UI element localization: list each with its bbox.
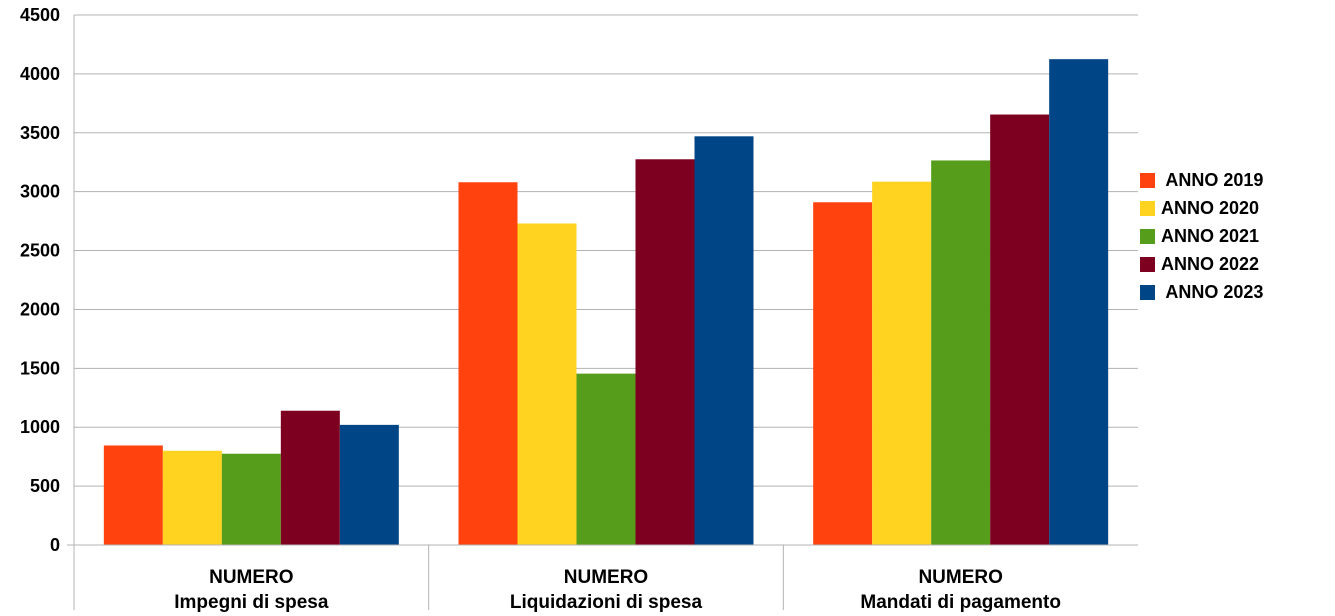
axes <box>67 15 1138 610</box>
x-category-label: NUMERO <box>209 567 293 588</box>
bars <box>103 59 1109 546</box>
bar <box>813 202 873 545</box>
x-category-label: Impegni di spesa <box>174 592 329 613</box>
legend-label: ANNO 2020 <box>1161 197 1260 218</box>
bar <box>931 160 991 545</box>
x-category-label: Liquidazioni di spesa <box>510 592 703 613</box>
legend-label: ANNO 2023 <box>1161 281 1264 302</box>
y-tick-label: 500 <box>30 476 60 496</box>
y-tick-label: 3000 <box>20 182 60 202</box>
bar <box>458 182 518 545</box>
bar <box>872 181 932 545</box>
legend-swatch <box>1140 284 1155 300</box>
legend: ANNO 2019 ANNO 2020 ANNO 2021 ANNO 2022 ANN… <box>1140 166 1263 306</box>
y-tick-label: 0 <box>50 535 60 555</box>
x-category-label: Mandati di pagamento <box>860 592 1061 613</box>
bar <box>517 223 577 545</box>
y-tick-label: 4000 <box>20 64 60 84</box>
bar <box>339 424 399 545</box>
legend-swatch <box>1140 172 1155 188</box>
legend-item: ANNO 2020 <box>1140 194 1263 222</box>
x-category-label: NUMERO <box>918 567 1002 588</box>
legend-label: ANNO 2019 <box>1161 169 1264 190</box>
legend-item: ANNO 2019 <box>1140 166 1263 194</box>
legend-swatch <box>1140 200 1155 216</box>
y-tick-label: 3500 <box>20 123 60 143</box>
bar <box>221 453 281 545</box>
legend-swatch <box>1140 228 1155 244</box>
bar <box>1049 59 1109 546</box>
bar <box>103 445 163 545</box>
y-tick-label: 1500 <box>20 358 60 378</box>
y-tick-label: 4500 <box>20 5 60 25</box>
legend-item: ANNO 2023 <box>1140 278 1263 306</box>
legend-item: ANNO 2021 <box>1140 222 1263 250</box>
x-category-label: NUMERO <box>564 567 648 588</box>
legend-item: ANNO 2022 <box>1140 250 1263 278</box>
bar <box>162 450 222 545</box>
legend-swatch <box>1140 256 1155 272</box>
bar <box>576 373 636 545</box>
bar <box>694 136 754 546</box>
bar <box>990 114 1050 546</box>
bar <box>280 410 340 545</box>
y-axis-tick-labels: 0 500 1000 1500 2000 2500 3000 3500 4000 4500 <box>20 5 60 555</box>
legend-label: ANNO 2022 <box>1161 253 1260 274</box>
x-axis-category-labels: NUMERO Impegni di spesa NUMERO Liquidazioni… <box>174 567 1061 613</box>
y-tick-label: 1000 <box>20 417 60 437</box>
y-tick-label: 2000 <box>20 299 60 319</box>
y-tick-label: 2500 <box>20 241 60 261</box>
legend-label: ANNO 2021 <box>1161 225 1260 246</box>
bar <box>635 159 695 545</box>
